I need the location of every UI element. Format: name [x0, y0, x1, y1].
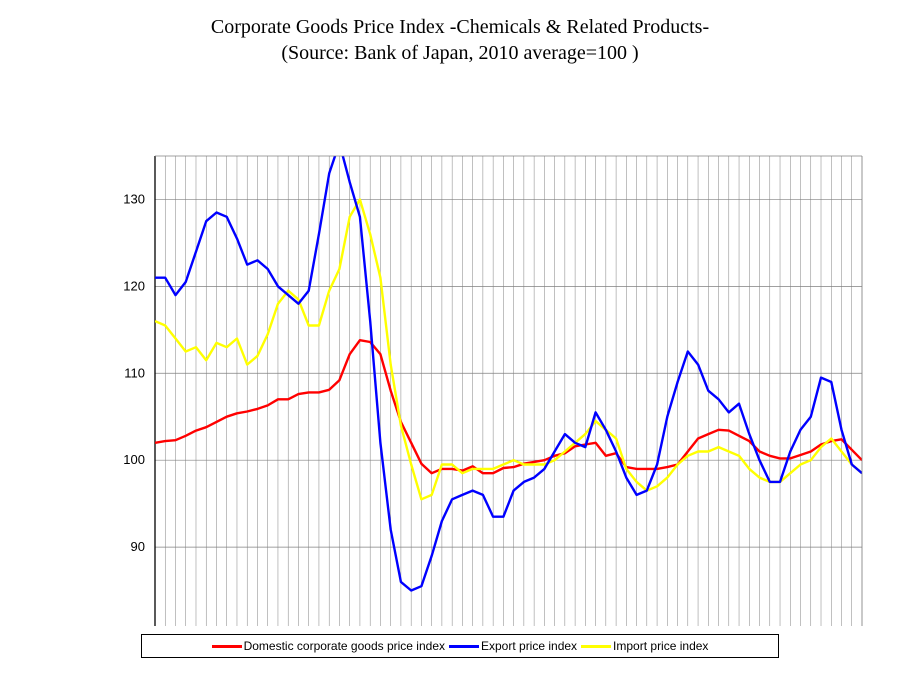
legend-label: Import price index	[613, 639, 708, 653]
legend-item: Import price index	[581, 639, 708, 653]
chart-area: 8090100110120130January,20074710January,…	[0, 66, 920, 626]
legend-item: Domestic corporate goods price index	[212, 639, 445, 653]
y-axis-label: 120	[123, 278, 145, 293]
title-line-1: Corporate Goods Price Index -Chemicals &…	[0, 14, 920, 40]
line-chart-svg: 8090100110120130January,20074710January,…	[0, 66, 920, 626]
y-axis-label: 90	[131, 539, 145, 554]
legend-swatch	[212, 645, 242, 648]
y-axis-label: 100	[123, 452, 145, 467]
chart-title: Corporate Goods Price Index -Chemicals &…	[0, 0, 920, 66]
legend-swatch	[449, 645, 479, 648]
legend-swatch	[581, 645, 611, 648]
legend: Domestic corporate goods price index Expo…	[141, 634, 779, 658]
legend-item: Export price index	[449, 639, 577, 653]
series-line	[155, 143, 862, 591]
legend-label: Domestic corporate goods price index	[244, 639, 445, 653]
legend-label: Export price index	[481, 639, 577, 653]
y-axis-label: 110	[124, 365, 145, 380]
title-line-2: (Source: Bank of Japan, 2010 average=100…	[0, 40, 920, 66]
y-axis-label: 130	[123, 191, 145, 206]
